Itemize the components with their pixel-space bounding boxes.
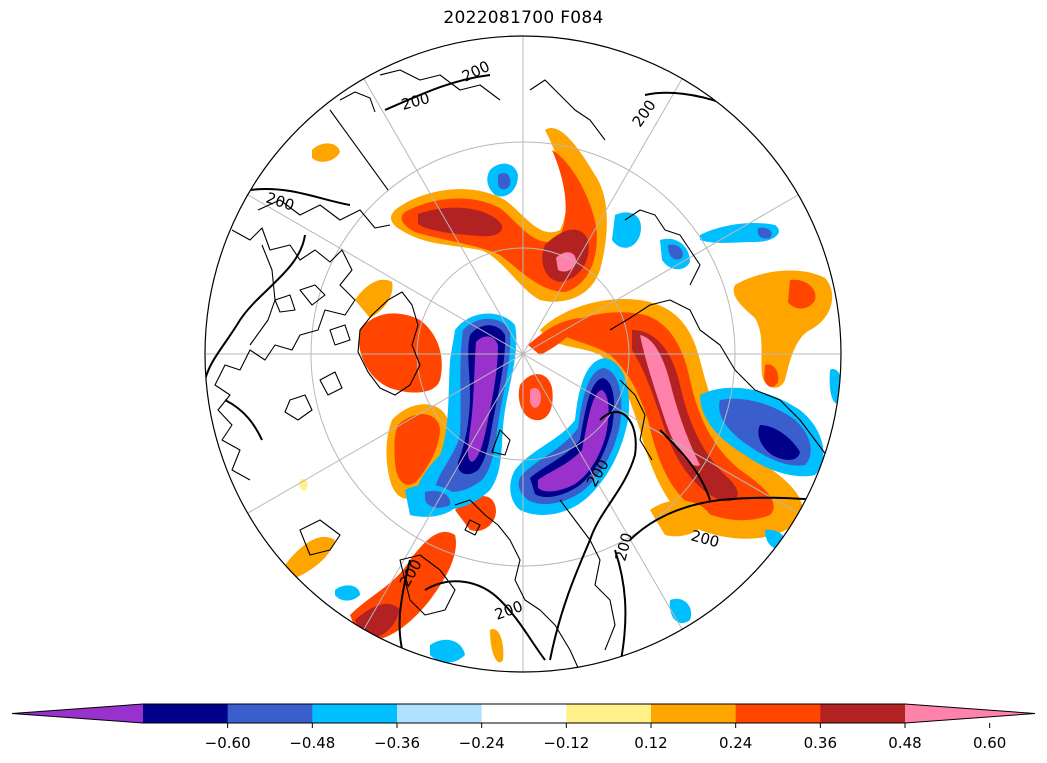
positive-anomaly-core <box>355 603 400 639</box>
colorbar-tick-label: 0.24 <box>719 734 752 752</box>
positive-anomaly-core <box>418 207 503 237</box>
island-coastline <box>284 371 343 421</box>
iceland-coastline <box>299 519 341 556</box>
canada-north-coastline <box>379 69 501 101</box>
colorbar-tick-label: 0.12 <box>634 734 667 752</box>
negative-anomaly-core <box>425 490 451 508</box>
colorbar-segment <box>481 704 567 723</box>
negative-anomaly-region <box>612 212 641 248</box>
colorbar-segment <box>227 704 313 723</box>
geopotential-contour <box>384 74 491 111</box>
positive-anomaly-core <box>359 313 442 393</box>
colorbar-tick-label: −0.36 <box>374 734 420 752</box>
greenland-coastline <box>357 291 421 396</box>
negative-anomaly-peak <box>538 390 609 492</box>
geopotential-contour <box>629 496 821 541</box>
geopotential-contour <box>659 429 711 501</box>
colorbar: −0.60 −0.48 −0.36 −0.24 −0.12 0.12 0.24 0.36 0.4… <box>11 703 1036 752</box>
positive-anomaly-peak <box>530 388 542 408</box>
geopotential-contour <box>549 411 637 661</box>
border-line <box>329 109 389 191</box>
map-disc: 200 200 200 200 200 200 200 200 200 <box>204 35 842 673</box>
colorbar-tick-label: 0.36 <box>804 734 837 752</box>
colorbar-tick-label: −0.48 <box>289 734 335 752</box>
negative-anomaly-core <box>758 425 800 460</box>
positive-anomaly-region <box>312 143 340 162</box>
colorbar-segment <box>820 704 906 723</box>
geopotential-contour <box>205 234 306 381</box>
positive-anomaly-region <box>355 279 393 318</box>
negative-anomaly-core <box>668 244 683 260</box>
colorbar-outline <box>11 703 1036 724</box>
colorbar-extend-min <box>12 704 143 723</box>
north-america-coastline <box>214 227 356 481</box>
colorbar-segment <box>397 704 483 723</box>
geopotential-contour <box>249 188 351 206</box>
geopotential-contour <box>614 549 627 666</box>
graticule <box>205 36 841 672</box>
positive-anomaly-region <box>490 629 504 663</box>
island-coastline <box>274 284 351 346</box>
colorbar-tick-label: −0.24 <box>459 734 505 752</box>
map-title: 2022081700 F084 <box>443 8 604 28</box>
arctic-archipelago-coastline <box>257 199 391 229</box>
colorbar-segment <box>651 704 737 723</box>
map-boundary <box>204 35 842 673</box>
russia-coastline <box>609 299 831 461</box>
colorbar-tick-label: 0.60 <box>973 734 1006 752</box>
colorbar-tick-label: 0.48 <box>888 734 921 752</box>
positive-anomaly-peak <box>556 252 576 272</box>
colorbar-tick-label: −0.12 <box>543 734 589 752</box>
positive-anomaly-core <box>788 279 816 309</box>
coastlines <box>214 69 831 672</box>
positive-anomaly-region <box>650 500 710 537</box>
negative-anomaly-region <box>430 639 465 663</box>
negative-anomaly-core <box>498 173 511 190</box>
positive-anomaly-region <box>285 536 335 580</box>
colorbar-segment <box>566 704 652 723</box>
bering-coastline <box>624 209 701 286</box>
border-line <box>249 244 276 346</box>
norway-coastline <box>559 499 616 651</box>
colorbar-segment <box>143 704 229 723</box>
alaska-coastline <box>529 79 606 141</box>
positive-anomaly-core <box>394 414 440 485</box>
island-coastline <box>464 429 511 536</box>
anomaly-fill-layer <box>285 128 841 663</box>
negative-anomaly-region <box>335 585 360 601</box>
colorbar-segment <box>735 704 821 723</box>
positive-anomaly-core <box>764 364 779 387</box>
geopotential-contour <box>424 580 546 661</box>
british-isles-coastline <box>399 554 456 616</box>
negative-anomaly-core <box>757 227 772 239</box>
novaya-zemlya-coastline <box>619 379 653 461</box>
geopotential-contour <box>224 399 263 441</box>
alaska-west-coastline <box>339 91 376 113</box>
colorbar-tick-label: −0.60 <box>205 734 251 752</box>
positive-anomaly-peak <box>640 335 700 466</box>
colorbar-segment <box>312 704 398 723</box>
colorbar-extend-max <box>905 704 1035 723</box>
negative-anomaly-peak <box>468 336 498 462</box>
